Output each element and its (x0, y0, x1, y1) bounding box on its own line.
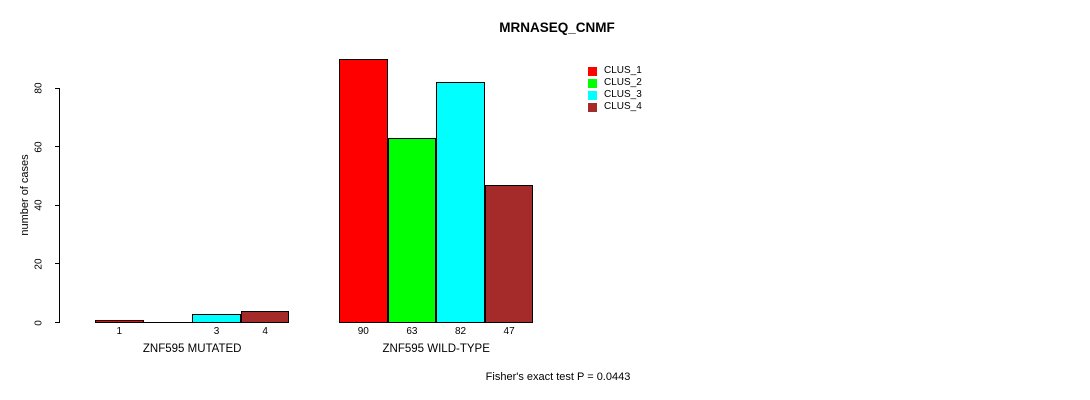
legend-swatch (588, 90, 597, 100)
bar (240, 310, 290, 324)
bar-value-label: 3 (213, 326, 220, 337)
legend-swatch (588, 78, 597, 88)
legend-label: CLUS_4 (604, 101, 642, 112)
bar-value-label: 63 (406, 326, 418, 337)
footer-annotation: Fisher's exact test P = 0.0443 (485, 371, 631, 383)
legend-swatch (588, 102, 597, 112)
bar (192, 313, 241, 324)
y-axis-tick (54, 204, 60, 206)
y-axis-tick-label: 60 (33, 141, 45, 153)
bar-value-label: 90 (357, 326, 369, 337)
bar (95, 319, 144, 324)
bar (436, 82, 485, 324)
legend-label: CLUS_3 (604, 89, 642, 100)
group-label: ZNF595 WILD-TYPE (382, 343, 490, 355)
bar-value-label: 82 (454, 326, 467, 337)
y-axis-line (59, 88, 60, 324)
legend-label: CLUS_1 (604, 65, 642, 76)
y-axis-tick (54, 263, 60, 265)
bar (339, 58, 388, 324)
chart-title: MRNASEQ_CNMF (499, 20, 615, 35)
bar-value-label: 47 (503, 326, 515, 337)
y-axis-tick (54, 322, 60, 323)
y-axis-tick (54, 87, 60, 89)
zero-bar-line (143, 322, 193, 323)
group-label: ZNF595 MUTATED (142, 343, 242, 355)
legend-label: CLUS_2 (604, 77, 642, 88)
y-axis-tick-label: 20 (33, 258, 45, 270)
y-axis-tick-label: 0 (33, 319, 45, 326)
bar (387, 137, 437, 324)
y-axis-tick-label: 80 (33, 82, 45, 94)
bar-value-label: 4 (262, 326, 268, 337)
y-axis-tick (54, 146, 60, 148)
bar-value-label: 1 (116, 326, 123, 337)
legend-swatch (588, 66, 597, 76)
bar (484, 184, 534, 324)
y-axis-tick-label: 40 (33, 199, 45, 211)
